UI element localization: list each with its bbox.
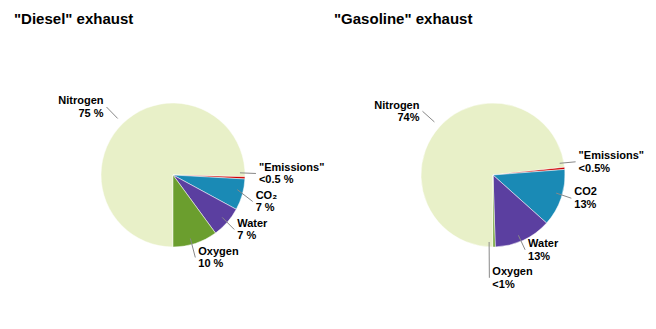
svg-text:Oxygen<1%: Oxygen<1% [492,265,533,290]
svg-text:Oxygen10 %: Oxygen10 % [198,245,239,270]
svg-text:"Emissions"<0.5 %: "Emissions"<0.5 % [259,161,324,186]
html-text:"Diesel" exhaust: "Diesel" exhaust [14,10,134,27]
svg-text:Nitrogen74%: Nitrogen74% [374,99,420,124]
svg-text:CO213%: CO213% [574,185,597,210]
svg-text:Water7 %: Water7 % [237,217,268,242]
svg-text:Water13%: Water13% [528,237,559,262]
html-text:"Gasoline" exhaust: "Gasoline" exhaust [334,10,473,27]
svg-text:Nitrogen75 %: Nitrogen75 % [58,94,104,119]
svg-text:"Emissions"<0.5%: "Emissions"<0.5% [579,149,644,174]
svg-text:CO₂7 %: CO₂7 % [256,189,277,214]
